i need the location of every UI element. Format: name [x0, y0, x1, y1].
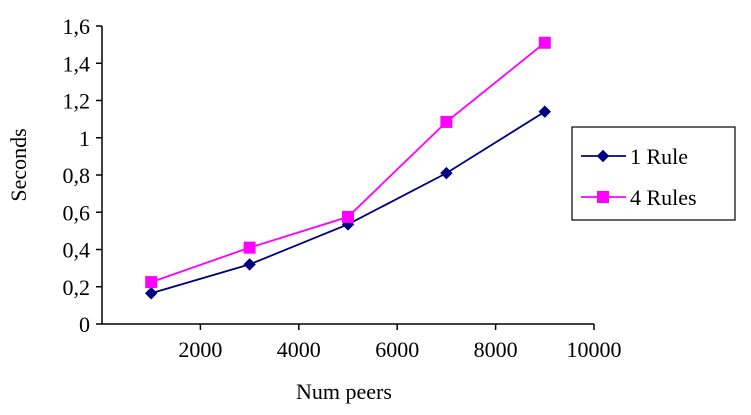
legend-marker	[597, 191, 609, 203]
legend-items: 1 Rule 4 Rules	[581, 144, 697, 210]
x-axis-title: Num peers	[296, 379, 392, 404]
plot-area: 0 0,2 0,4 0,6 0,8 1 1,2 1,4 1,6 2000 4000 6000 8000…	[63, 14, 622, 362]
y-tick-label: 1,4	[63, 51, 91, 76]
x-tick-label: 10000	[567, 337, 622, 362]
legend-label: 4 Rules	[630, 185, 697, 210]
y-axis-ticks: 0 0,2 0,4 0,6 0,8 1 1,2 1,4 1,6	[63, 14, 102, 337]
legend-item: 4 Rules	[581, 185, 697, 210]
data-point	[243, 241, 256, 254]
x-tick-label: 2000	[178, 337, 222, 362]
x-tick-label: 6000	[375, 337, 419, 362]
legend: 1 Rule 4 Rules	[571, 126, 736, 221]
data-point	[440, 166, 453, 180]
x-tick-label: 4000	[277, 337, 321, 362]
x-tick-label: 8000	[474, 337, 518, 362]
series-1	[144, 105, 552, 300]
y-tick-label: 1,6	[63, 14, 91, 39]
data-point	[342, 210, 354, 223]
data-point	[440, 115, 453, 128]
legend-label: 1 Rule	[630, 144, 688, 169]
series-layer	[144, 36, 552, 300]
data-point	[243, 258, 256, 271]
legend-item: 1 Rule	[581, 144, 688, 169]
y-tick-label: 0	[79, 312, 90, 337]
data-point	[144, 287, 158, 300]
data-point	[145, 276, 158, 289]
legend-box	[571, 126, 736, 221]
y-axis-title: Seconds	[6, 128, 31, 201]
legend-marker	[596, 149, 610, 163]
series-2	[145, 36, 551, 289]
y-tick-label: 0,4	[63, 238, 91, 263]
y-tick-label: 1,2	[63, 89, 91, 114]
series-line	[150, 110, 546, 295]
y-tick-label: 1	[79, 126, 90, 151]
y-tick-label: 0,8	[63, 163, 91, 188]
series-line	[150, 42, 546, 283]
y-tick-label: 0,6	[63, 200, 91, 225]
y-tick-label: 0,2	[63, 275, 91, 300]
data-point	[538, 105, 552, 118]
x-axis-ticks: 2000 4000 6000 8000 10000	[178, 324, 622, 362]
data-point	[538, 36, 551, 49]
